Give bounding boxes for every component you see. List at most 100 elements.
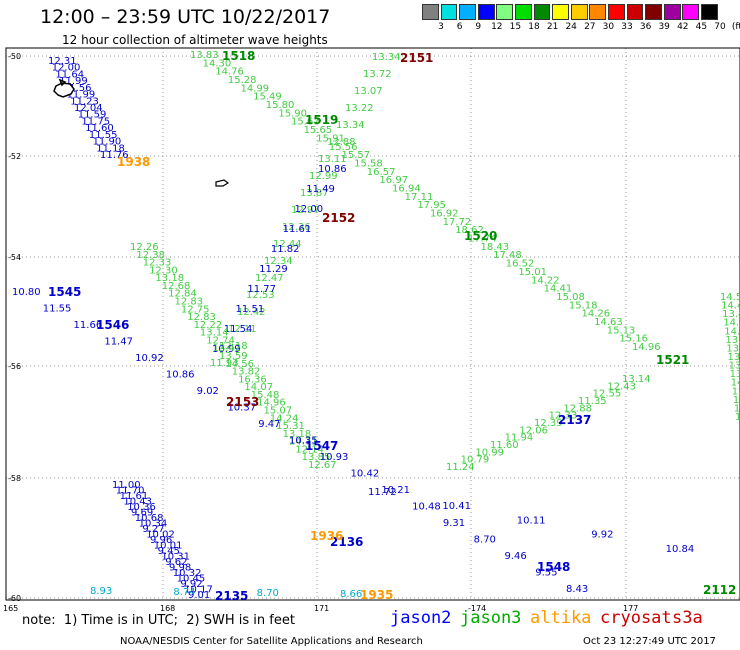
wave-height-value: 14.99 xyxy=(241,83,270,94)
wave-height-value: 13.59 xyxy=(219,351,248,362)
wave-height-value: 12.57 xyxy=(734,403,740,414)
wave-height-value: 11.82 xyxy=(271,244,300,255)
wave-height-value: 12.14 xyxy=(295,444,324,455)
wave-height-value: 13.88 xyxy=(722,309,740,320)
scale-label: 33 xyxy=(621,22,633,32)
wave-height-value: 13.34 xyxy=(336,120,365,131)
wave-height-value: 12.26 xyxy=(130,242,159,253)
wave-height-value: 15.13 xyxy=(607,325,636,336)
track-trackG: 13.1412.4312.5511.3512.8812.3312.3912.06… xyxy=(446,374,651,473)
wave-height-value: 15.58 xyxy=(354,158,383,169)
wave-height-value: 14.41 xyxy=(544,284,573,295)
wave-height-value: 15.91 xyxy=(316,133,345,144)
wave-height-value: 13.11 xyxy=(318,154,347,165)
lon-label: 165 xyxy=(3,604,18,613)
wave-height-value: 10.93 xyxy=(320,452,349,463)
wave-height-value: 9.01 xyxy=(188,590,210,601)
wave-height-value: 11.47 xyxy=(104,337,133,348)
wave-height-value: 13.14 xyxy=(622,374,651,385)
wave-height-value: 9.69 xyxy=(131,508,153,519)
wave-height-value: 11.60 xyxy=(490,440,519,451)
wave-height-value: 12.04 xyxy=(74,103,103,114)
scale-swatch xyxy=(477,4,495,20)
pass-number-label: 1545 xyxy=(48,285,81,299)
wave-height-value: 11.18 xyxy=(96,143,125,154)
lat-label: -60 xyxy=(8,594,21,603)
wave-height-value: 13.72 xyxy=(363,69,392,80)
wave-height-value: 11.55 xyxy=(89,130,118,141)
wave-height-value: 12.75 xyxy=(181,304,210,315)
wave-height-value: 11.72 xyxy=(368,487,397,498)
wave-height-value: 13.07 xyxy=(354,86,383,97)
wave-height-value: 12.18 xyxy=(219,341,248,352)
scale-label: 45 xyxy=(695,22,708,32)
wave-height-value: 14.56 xyxy=(225,359,254,370)
wave-height-value: 11.94 xyxy=(505,433,534,444)
wave-height-value: 11.93 xyxy=(210,358,239,369)
scale-swatch xyxy=(570,4,588,20)
wave-height-value: 13.88 xyxy=(726,343,740,354)
wave-height-value: 10.02 xyxy=(146,530,175,541)
wave-height-value: 10.43 xyxy=(123,497,152,508)
wave-height-value: 10.31 xyxy=(161,552,190,563)
wave-height-value: 16.36 xyxy=(238,374,267,385)
pass-number-label: 1935 xyxy=(360,588,393,602)
track-trackE: 11.0011.7011.6110.4310.369.6910.6810.349… xyxy=(112,480,213,601)
wave-height-value: 15.48 xyxy=(251,390,280,401)
wave-height-value: 10.68 xyxy=(135,513,164,524)
wave-height-value: 13.42 xyxy=(213,343,242,354)
wave-height-value: 11.66 xyxy=(74,320,103,331)
scale-label: 36 xyxy=(639,22,652,32)
scale-label: 70 xyxy=(714,22,726,32)
wave-height-value: 12.38 xyxy=(136,250,165,261)
wave-height-value: 13.18 xyxy=(155,273,184,284)
wave-height-value: 9.45 xyxy=(158,546,180,557)
wave-height-value: 12.99 xyxy=(309,171,338,182)
wave-height-value: 16.92 xyxy=(430,209,459,220)
wave-height-value: 12.11 xyxy=(228,324,257,335)
wave-height-value: 10.37 xyxy=(227,403,256,414)
legend-cryosat: cryosat xyxy=(600,608,672,628)
map-title: 12:00 – 23:59 UTC 10/22/2017 xyxy=(40,6,331,28)
wave-height-value: 9.96 xyxy=(150,535,172,546)
wave-height-value: 10.45 xyxy=(177,574,206,585)
wave-height-value: 8.74 xyxy=(173,587,195,598)
wave-height-value: 13.22 xyxy=(345,103,374,114)
wave-height-value: 12.82 xyxy=(733,395,740,406)
lat-label: -58 xyxy=(8,474,21,483)
wave-height-value: 16.97 xyxy=(379,175,408,186)
wave-height-value: 12.55 xyxy=(593,389,622,400)
wave-height-value: 9.31 xyxy=(443,518,465,529)
pass-number-label: 1518 xyxy=(222,49,255,63)
pass-number-label: 1547 xyxy=(305,439,338,453)
track-trackA: 12.3112.0011.6411.9911.5611.9911.2312.04… xyxy=(48,56,129,161)
lon-label: 171 xyxy=(314,604,329,613)
scale-swatch xyxy=(440,4,458,20)
lon-label: 168 xyxy=(160,604,175,613)
wave-height-value: 12.33 xyxy=(549,411,578,422)
wave-height-value: 12.88 xyxy=(563,403,592,414)
wave-height-value: 13.67 xyxy=(728,352,740,363)
track-trackB: 13.8314.3014.7615.2814.9915.4915.8015.90… xyxy=(190,50,661,353)
wave-height-value: 12.47 xyxy=(255,273,284,284)
wave-height-value: 11.76 xyxy=(100,150,129,161)
scale-label: 18 xyxy=(528,22,540,32)
scale-label: 15 xyxy=(509,22,522,32)
wave-height-value: 15.80 xyxy=(266,100,295,111)
wave-height-value: 12.83 xyxy=(187,312,216,323)
wave-height-value: 18.62 xyxy=(455,225,484,236)
wave-height-value: 11.29 xyxy=(259,264,288,275)
footer-timestamp: Oct 23 12:27:49 UTC 2017 xyxy=(583,636,716,647)
wave-height-value: 14.63 xyxy=(594,317,623,328)
wave-height-value: 9.62 xyxy=(165,557,187,568)
wave-height-value: 11.60 xyxy=(85,123,114,134)
wave-height-value: 15.01 xyxy=(518,267,547,278)
lon-label: -174 xyxy=(468,604,486,613)
wave-height-value: 10.86 xyxy=(166,370,195,381)
scale-label: 21 xyxy=(546,22,559,32)
pass-number-label: 1546 xyxy=(96,318,129,332)
wave-height-value: 10.36 xyxy=(127,502,156,513)
track-trackF: 14.5014.4313.8814.3414.2713.7713.8813.67… xyxy=(720,292,740,423)
scale-swatch xyxy=(589,4,607,20)
